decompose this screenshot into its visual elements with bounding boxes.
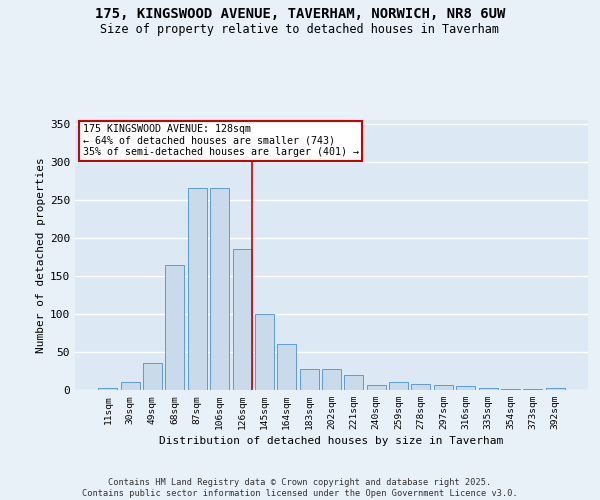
Bar xyxy=(277,344,296,390)
Bar xyxy=(255,314,274,390)
Bar xyxy=(479,388,497,390)
Bar xyxy=(434,384,453,390)
Bar xyxy=(412,384,430,390)
Bar xyxy=(299,368,319,390)
Bar xyxy=(210,188,229,390)
Bar xyxy=(456,386,475,390)
Bar xyxy=(143,364,162,390)
Y-axis label: Number of detached properties: Number of detached properties xyxy=(36,157,46,353)
Bar xyxy=(501,389,520,390)
Text: Size of property relative to detached houses in Taverham: Size of property relative to detached ho… xyxy=(101,22,499,36)
Bar xyxy=(98,388,118,390)
Text: Contains HM Land Registry data © Crown copyright and database right 2025.
Contai: Contains HM Land Registry data © Crown c… xyxy=(82,478,518,498)
Bar xyxy=(166,264,184,390)
Bar xyxy=(389,382,408,390)
Bar xyxy=(367,384,386,390)
Bar xyxy=(523,389,542,390)
Bar xyxy=(121,382,140,390)
Bar xyxy=(322,368,341,390)
X-axis label: Distribution of detached houses by size in Taverham: Distribution of detached houses by size … xyxy=(160,436,503,446)
Bar xyxy=(233,250,251,390)
Text: 175 KINGSWOOD AVENUE: 128sqm
← 64% of detached houses are smaller (743)
35% of s: 175 KINGSWOOD AVENUE: 128sqm ← 64% of de… xyxy=(83,124,359,157)
Text: 175, KINGSWOOD AVENUE, TAVERHAM, NORWICH, NR8 6UW: 175, KINGSWOOD AVENUE, TAVERHAM, NORWICH… xyxy=(95,8,505,22)
Bar xyxy=(344,375,364,390)
Bar xyxy=(545,388,565,390)
Bar xyxy=(188,188,207,390)
